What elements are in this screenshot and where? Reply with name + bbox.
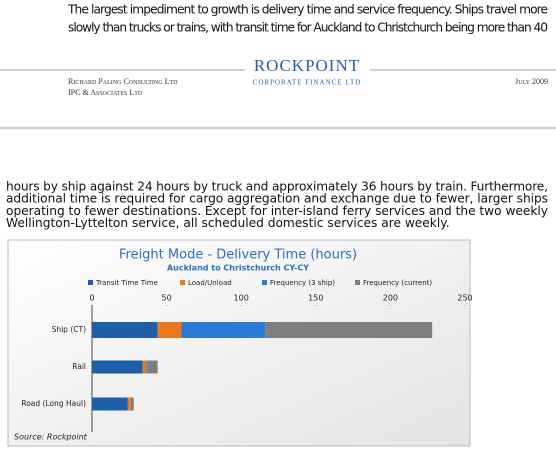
footer-left: Richard Paling Consulting Ltd — [68, 77, 178, 86]
legend-swatch — [180, 280, 185, 285]
chart-title: Freight Mode - Delivery Time (hours) — [119, 248, 357, 263]
category-label: Rail — [72, 362, 86, 371]
bar-segment — [92, 360, 143, 374]
category-label: Ship (CT) — [52, 325, 86, 334]
content: The largest impediment to growth is deli… — [6, 3, 548, 442]
legend-label: Transit Time Time — [95, 279, 158, 287]
legend-label: Frequency (3 ship) — [270, 279, 335, 287]
legend-swatch — [355, 280, 360, 285]
x-tick-label: 100 — [234, 294, 249, 303]
x-tick-label: 50 — [162, 294, 172, 303]
bar-segment — [130, 397, 134, 411]
paragraph-line: The largest impediment to growth is deli… — [67, 3, 548, 17]
footer-date: July 2009 — [515, 77, 548, 86]
x-tick-label: 250 — [457, 294, 472, 303]
legend-swatch — [88, 280, 93, 285]
paragraph-line: additional time is required for cargo ag… — [6, 192, 548, 206]
bar-segment — [265, 322, 433, 338]
bar-segment — [92, 322, 158, 338]
logo: ROCKPOINT — [254, 56, 360, 75]
bar-segment — [147, 360, 149, 374]
chart-frame — [7, 239, 471, 447]
paragraph-line: Wellington-Lyttelton service, all schedu… — [6, 216, 450, 230]
footer-left: IPC & Associates Ltd — [68, 88, 143, 97]
bar-segment — [181, 322, 266, 338]
bar-segment — [92, 397, 128, 411]
legend-swatch — [262, 280, 267, 285]
bar-segment — [127, 397, 131, 411]
bar-segment — [142, 360, 148, 374]
paragraph-line: hours by ship against 24 hours by truck … — [6, 180, 548, 194]
paragraph-line: slowly than trucks or trains, with trans… — [68, 21, 548, 35]
chart-subtitle: Auckland to Christchurch CY-CY — [167, 264, 309, 273]
bar-segment — [148, 360, 158, 374]
legend-label: Frequency (current) — [363, 279, 432, 287]
x-tick-label: 150 — [308, 294, 323, 303]
bar-segment — [157, 322, 182, 338]
chart-source: Source: Rockpoint — [14, 433, 88, 442]
legend-label: Load/Unload — [188, 279, 232, 287]
x-tick-label: 200 — [383, 294, 398, 303]
paragraph-line: operating to fewer destinations. Except … — [6, 204, 548, 218]
x-tick-label: 0 — [89, 294, 94, 303]
category-label: Road (Long Haul) — [21, 399, 86, 408]
logo-sub: CORPORATE FINANCE LTD — [253, 79, 362, 87]
